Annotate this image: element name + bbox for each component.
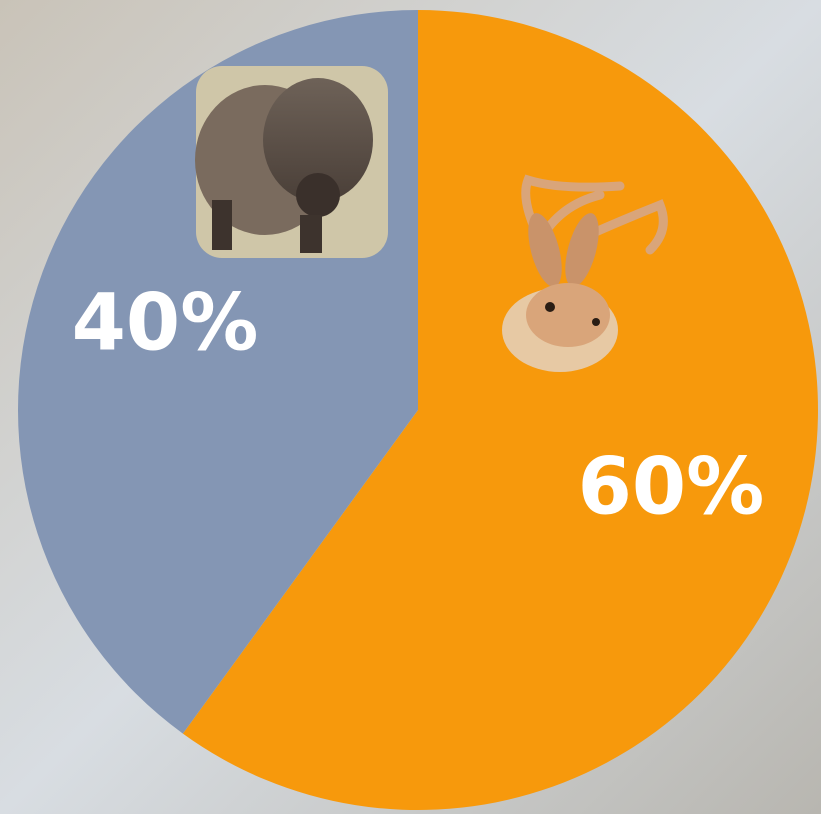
value-label: 60% — [578, 443, 765, 533]
value-label: 40% — [72, 278, 259, 368]
page: {"chart_data": {"type": "pie", "values":… — [0, 0, 821, 814]
bison-image — [195, 66, 388, 258]
chart: 60% 40% — [0, 0, 821, 814]
pie — [18, 10, 818, 810]
